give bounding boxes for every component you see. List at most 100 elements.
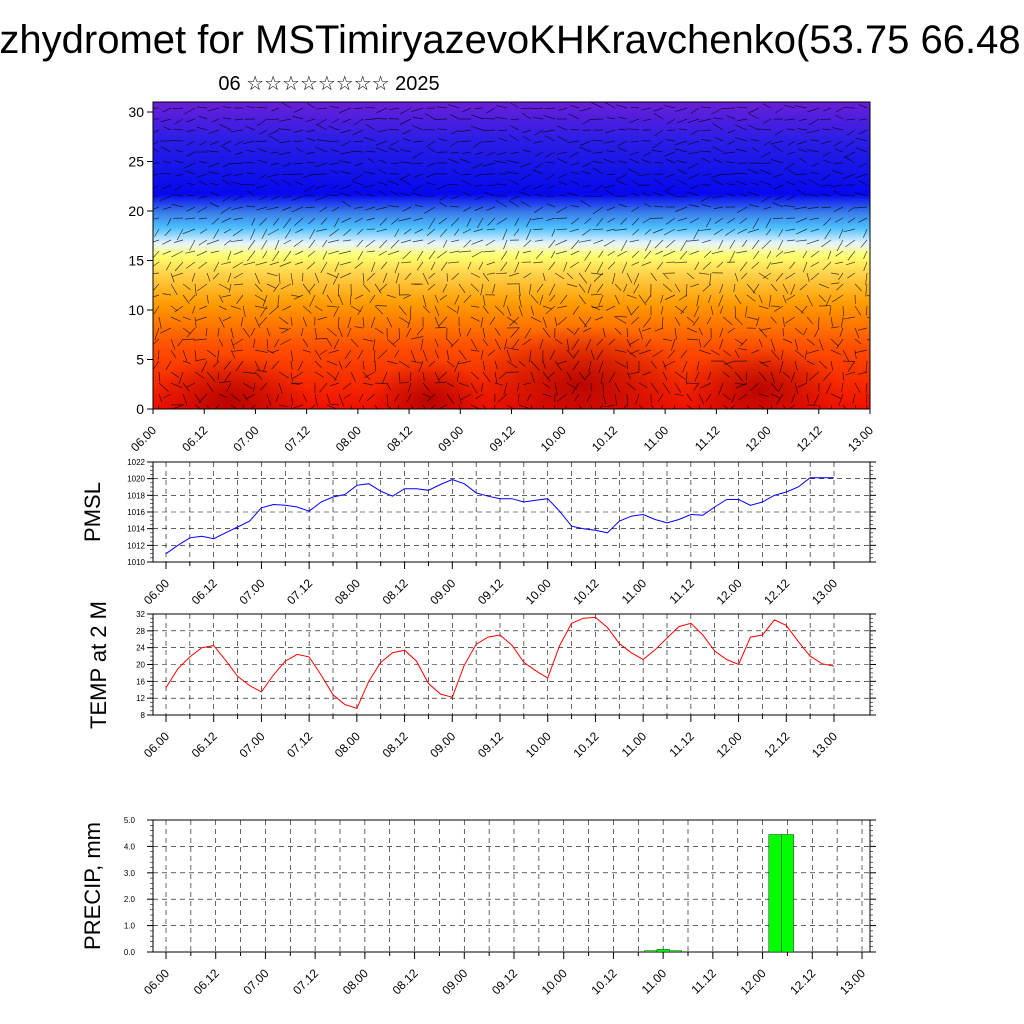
wind-arrow	[307, 250, 316, 257]
wind-arrow	[389, 140, 400, 147]
wind-arrow	[395, 272, 400, 284]
wind-arrow	[422, 349, 428, 362]
wind-arrow	[522, 250, 532, 254]
wind-arrow	[542, 371, 551, 382]
wind-arrow	[847, 217, 856, 223]
wind-arrow	[412, 151, 424, 159]
wind-arrow	[665, 239, 676, 249]
wind-arrow	[517, 382, 520, 392]
wind-arrow	[748, 124, 760, 131]
wind-arrow	[378, 283, 388, 292]
wind-arrow	[693, 382, 700, 391]
wind-arrow	[482, 360, 486, 371]
wind-arrow	[399, 173, 412, 181]
wind-arrow	[654, 161, 664, 164]
wind-arrow	[614, 316, 627, 324]
wind-arrow	[378, 190, 388, 197]
wind-arrow	[606, 206, 616, 211]
wind-arrow	[770, 404, 773, 409]
wind-arrow	[196, 126, 208, 131]
wind-arrow	[588, 360, 592, 373]
wind-arrow	[542, 305, 553, 310]
wind-arrow	[170, 371, 180, 378]
wind-arrow	[354, 162, 364, 167]
wind-arrow	[495, 105, 508, 109]
wind-arrow	[854, 327, 860, 339]
wind-arrow	[428, 360, 436, 367]
wind-arrow	[602, 327, 606, 338]
wind-arrow	[243, 261, 256, 266]
wind-arrow	[747, 191, 760, 197]
wind-arrow	[482, 162, 496, 167]
wind-arrow	[734, 272, 739, 282]
wind-arrow	[700, 195, 712, 203]
wind-arrow	[604, 404, 616, 408]
wind-arrow	[184, 170, 196, 175]
precip-x-tick-label: 10.00	[539, 966, 570, 997]
wind-arrow	[480, 316, 484, 328]
wind-arrow	[710, 305, 714, 315]
wind-arrow	[696, 360, 700, 371]
precip-bar	[669, 950, 682, 953]
wind-arrow	[411, 107, 424, 113]
wind-arrow	[750, 182, 760, 186]
wind-arrow	[236, 294, 244, 304]
wind-arrow	[362, 360, 365, 370]
wind-arrow	[278, 327, 288, 330]
wind-arrow	[722, 151, 736, 154]
wind-arrow	[474, 206, 484, 211]
wind-arrow	[665, 139, 676, 142]
wind-arrow	[674, 140, 688, 146]
wind-arrow	[719, 338, 724, 350]
wind-arrow	[833, 140, 844, 147]
wind-arrow	[470, 316, 480, 322]
wind-arrow	[340, 129, 352, 134]
wind-arrow	[201, 360, 208, 373]
wind-arrow	[670, 338, 676, 351]
wind-arrow	[434, 338, 439, 347]
wind-arrow	[578, 272, 588, 284]
wind-arrow	[506, 360, 518, 369]
wind-arrow	[485, 239, 496, 246]
wind-arrow	[269, 305, 280, 315]
wind-arrow	[719, 305, 724, 314]
wind-arrow	[186, 194, 196, 197]
wind-arrow	[386, 294, 397, 299]
wind-arrow	[398, 316, 410, 324]
wind-arrow	[606, 228, 616, 232]
wind-arrow	[376, 206, 388, 211]
wind-arrow	[185, 129, 196, 133]
heatmap-x-tick-label: 07.12	[282, 423, 313, 454]
wind-arrow	[482, 305, 489, 314]
wind-arrow	[222, 162, 232, 168]
temp-y-tick-label: 32	[136, 610, 145, 619]
wind-arrow	[626, 349, 637, 358]
wind-arrow	[774, 129, 784, 136]
wind-arrow	[558, 107, 568, 111]
wind-arrow	[305, 206, 316, 209]
pmsl-x-tick-label: 07.12	[284, 576, 315, 607]
wind-arrow	[722, 393, 731, 401]
wind-arrow	[174, 261, 184, 272]
wind-arrow	[770, 140, 784, 145]
wind-arrow	[582, 228, 592, 236]
precip-x-tick-label: 12.00	[738, 966, 769, 997]
wind-arrow	[291, 206, 304, 213]
wind-arrow	[434, 349, 439, 359]
wind-arrow	[808, 371, 820, 381]
wind-arrow	[838, 228, 844, 239]
wind-arrow	[804, 349, 808, 360]
wind-arrow	[865, 382, 868, 394]
wind-arrow	[852, 393, 856, 404]
wind-arrow	[592, 206, 604, 215]
wind-arrow	[663, 105, 676, 109]
wind-arrow	[736, 250, 748, 254]
wind-arrow	[197, 206, 208, 213]
wind-arrow	[326, 393, 331, 404]
wind-arrow	[663, 250, 676, 257]
wind-arrow	[702, 173, 712, 176]
wind-arrow	[791, 393, 796, 404]
wind-arrow	[578, 294, 587, 305]
wind-arrow	[277, 294, 280, 307]
